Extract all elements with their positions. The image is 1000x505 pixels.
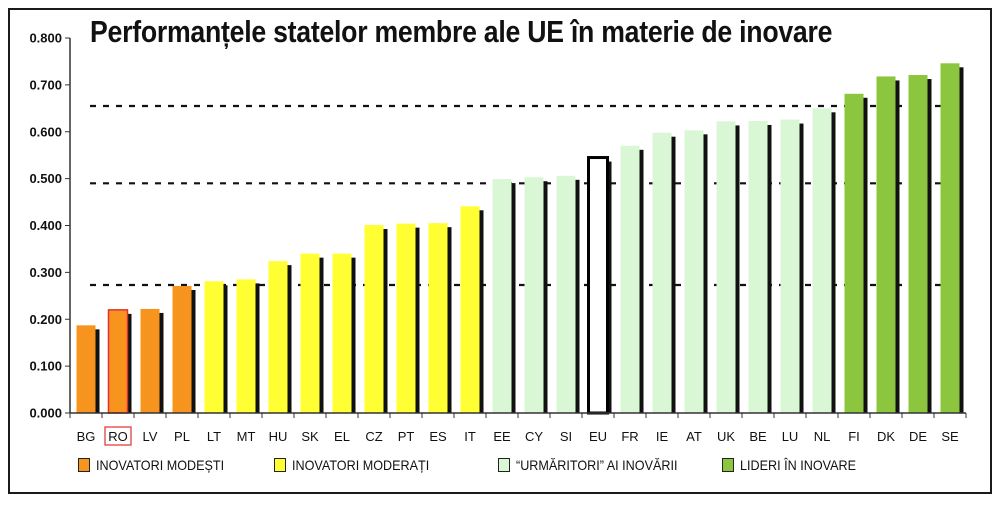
bar-bg bbox=[76, 325, 96, 413]
axes: 0.000 0.100 0.200 0.300 0.400 0.500 0.600 0.700… bbox=[29, 31, 967, 421]
x-tick-label-at: AT bbox=[686, 429, 702, 444]
bar-ee bbox=[492, 179, 512, 413]
legend-label-leaders: LIDERI ÎN INOVARE bbox=[740, 457, 857, 473]
x-tick-highlight-ro bbox=[104, 426, 132, 446]
bar-se bbox=[940, 63, 960, 413]
bar-cy bbox=[524, 177, 544, 413]
x-tick-label-mt: MT bbox=[237, 429, 256, 444]
bar-cz bbox=[364, 225, 384, 413]
x-tick-label-de: DE bbox=[909, 429, 927, 444]
legend-swatch-moderate bbox=[274, 458, 286, 472]
bar-de bbox=[908, 75, 928, 413]
x-tick-label-cy: CY bbox=[525, 429, 543, 444]
bar-dk bbox=[876, 76, 896, 413]
bar-pl bbox=[172, 285, 192, 413]
x-tick-label-bg: BG bbox=[77, 429, 96, 444]
bar-fr bbox=[620, 145, 640, 413]
y-tick-label: 0.300 bbox=[29, 265, 62, 280]
x-tick-label-se: SE bbox=[941, 429, 959, 444]
x-tick-label-lt: LT bbox=[207, 429, 221, 444]
legend-item-leaders: LIDERI ÎN INOVARE bbox=[722, 455, 869, 475]
x-tick-label-nl: NL bbox=[814, 429, 831, 444]
y-tick-label: 0.800 bbox=[29, 31, 62, 46]
y-tick-label: 0.100 bbox=[29, 359, 62, 374]
x-tick-label-lu: LU bbox=[782, 429, 799, 444]
bars-group: BG RO LV PL LT MT HU SK EL CZ PT ES IT EE CY SI EU FR IE AT… bbox=[76, 63, 964, 446]
bar-si bbox=[556, 175, 576, 413]
bar-it bbox=[460, 206, 480, 413]
x-tick-label-hu: HU bbox=[269, 429, 288, 444]
x-tick-label-fi: FI bbox=[848, 429, 860, 444]
x-tick-label-ro: RO bbox=[108, 429, 128, 444]
legend-swatch-modest bbox=[78, 458, 90, 472]
chart-title: Performanțele statelor membre ale UE în … bbox=[90, 14, 833, 49]
x-tick-label-it: IT bbox=[464, 429, 476, 444]
x-tick-label-be: BE bbox=[749, 429, 767, 444]
bar-hu bbox=[268, 261, 288, 413]
x-tick-label-fr: FR bbox=[621, 429, 638, 444]
x-tick-label-pt: PT bbox=[398, 429, 415, 444]
bar-eu bbox=[587, 156, 609, 415]
y-tick-label: 0.400 bbox=[29, 218, 62, 233]
legend-label-followers: “URMĂRITORI” AI INOVĂRII bbox=[516, 457, 678, 473]
bar-lv bbox=[140, 308, 160, 413]
x-tick-label-es: ES bbox=[429, 429, 447, 444]
bar-mt bbox=[236, 279, 256, 413]
bar-el bbox=[332, 253, 352, 413]
bar-nl bbox=[812, 108, 832, 413]
x-tick-label-el: EL bbox=[334, 429, 350, 444]
x-tick-label-sk: SK bbox=[301, 429, 319, 444]
y-tick-label: 0.600 bbox=[29, 124, 62, 139]
y-tick-label: 0.200 bbox=[29, 312, 62, 327]
reference-lines bbox=[90, 104, 962, 287]
x-tick-label-cz: CZ bbox=[365, 429, 382, 444]
y-tick-label: 0.700 bbox=[29, 77, 62, 92]
legend-label-moderate: INOVATORI MODERAȚI bbox=[292, 457, 430, 473]
bar-fi bbox=[844, 93, 864, 413]
bar-sk bbox=[300, 253, 320, 413]
legend-swatch-leaders bbox=[722, 458, 734, 472]
legend-item-followers: “URMĂRITORI” AI INOVĂRII bbox=[498, 455, 695, 475]
legend-label-modest: INOVATORI MODEȘTI bbox=[96, 457, 225, 473]
x-tick-label-uk: UK bbox=[717, 429, 735, 444]
x-tick-label-lv: LV bbox=[143, 429, 158, 444]
bar-lu bbox=[780, 119, 800, 413]
x-tick-label-ee: EE bbox=[493, 429, 511, 444]
bar-es bbox=[428, 223, 448, 413]
bar-pt bbox=[396, 223, 416, 413]
x-tick-label-ie: IE bbox=[656, 429, 669, 444]
legend-item-modest: INOVATORI MODEȘTI bbox=[78, 455, 238, 475]
bar-be bbox=[748, 120, 768, 413]
bar-at bbox=[684, 130, 704, 413]
bar-ie bbox=[652, 132, 672, 413]
legend-swatch-followers bbox=[498, 458, 510, 472]
bar-lt bbox=[204, 281, 224, 413]
x-tick-label-eu: EU bbox=[589, 429, 607, 444]
x-tick-label-si: SI bbox=[560, 429, 572, 444]
y-tick-label: 0.000 bbox=[29, 406, 62, 421]
legend-item-moderate: INOVATORI MODERAȚI bbox=[274, 455, 444, 475]
bar-ro bbox=[107, 309, 129, 414]
x-tick-label-dk: DK bbox=[877, 429, 895, 444]
bar-uk bbox=[716, 121, 736, 413]
y-tick-label: 0.500 bbox=[29, 171, 62, 186]
x-tick-label-pl: PL bbox=[174, 429, 190, 444]
